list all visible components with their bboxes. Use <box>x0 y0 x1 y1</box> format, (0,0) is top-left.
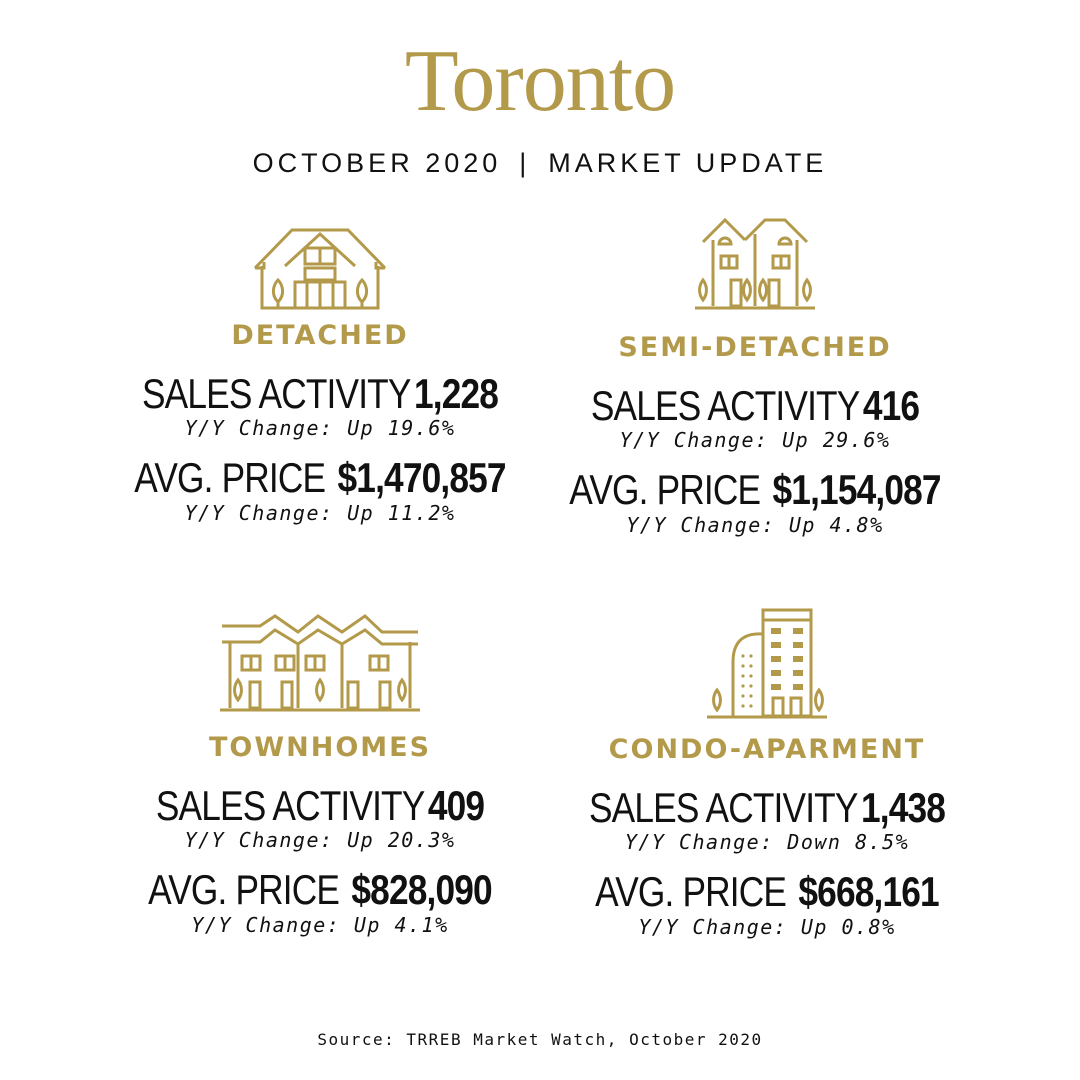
avg-price-label: AVG. PRICE <box>134 454 326 502</box>
avg-price-label: AVG. PRICE <box>569 466 761 514</box>
sales-change: Y/Y Change: Down 8.5% <box>624 830 910 855</box>
category-title: TOWNHOMES <box>208 732 432 763</box>
sales-activity-label: SALES ACTIVITY <box>155 782 425 830</box>
townhomes-icon <box>220 614 420 712</box>
sales-change: Y/Y Change: Up 20.3% <box>184 828 456 853</box>
subtitle-date: OCTOBER 2020 <box>252 148 502 178</box>
subtitle-separator: | <box>519 148 531 178</box>
detached-house-icon <box>253 228 387 310</box>
category-condo-apartment: CONDO-APARMENT SALES ACTIVITY1,438 Y/Y C… <box>497 606 1037 939</box>
sales-activity-label: SALES ACTIVITY <box>588 784 858 832</box>
sales-change: Y/Y Change: Up 19.6% <box>184 416 456 441</box>
avg-price: AVG. PRICE $668,161 <box>540 870 994 914</box>
price-change: Y/Y Change: Up 4.8% <box>626 512 884 537</box>
avg-price: AVG. PRICE $1,470,857 <box>93 456 547 500</box>
avg-price: AVG. PRICE $1,154,087 <box>528 468 982 512</box>
sales-activity-label: SALES ACTIVITY <box>590 382 860 430</box>
category-title: SEMI-DETACHED <box>618 332 892 363</box>
sales-activity-value: 416 <box>862 382 920 430</box>
avg-price-value: $1,470,857 <box>337 454 507 502</box>
source-note: Source: TRREB Market Watch, October 2020 <box>317 1030 763 1049</box>
price-change: Y/Y Change: Up 0.8% <box>638 914 896 939</box>
avg-price-label: AVG. PRICE <box>148 866 340 914</box>
price-change: Y/Y Change: Up 11.2% <box>184 500 456 525</box>
category-title: CONDO-APARMENT <box>608 734 926 765</box>
sales-activity-value: 409 <box>427 782 485 830</box>
avg-price-label: AVG. PRICE <box>595 868 787 916</box>
price-change: Y/Y Change: Up 4.1% <box>191 912 449 937</box>
avg-price-value: $668,161 <box>798 868 939 916</box>
sales-activity: SALES ACTIVITY1,228 <box>93 372 547 416</box>
sales-activity: SALES ACTIVITY1,438 <box>540 786 994 830</box>
category-semi-detached: SEMI-DETACHED SALES ACTIVITY416 Y/Y Chan… <box>485 214 1025 537</box>
avg-price: AVG. PRICE $828,090 <box>93 868 547 912</box>
sales-change: Y/Y Change: Up 29.6% <box>619 428 891 453</box>
avg-price-value: $1,154,087 <box>772 466 942 514</box>
subtitle-label: MARKET UPDATE <box>548 148 828 178</box>
avg-price-value: $828,090 <box>351 866 492 914</box>
page-subtitle: OCTOBER 2020 | MARKET UPDATE <box>0 148 1080 179</box>
sales-activity: SALES ACTIVITY409 <box>93 784 547 828</box>
category-detached: DETACHED SALES ACTIVITY1,228 Y/Y Change:… <box>50 222 590 525</box>
category-title: DETACHED <box>231 320 409 351</box>
sales-activity: SALES ACTIVITY416 <box>528 384 982 428</box>
semi-detached-house-icon <box>695 217 815 310</box>
sales-activity-value: 1,438 <box>860 784 946 832</box>
page-title: Toronto <box>404 33 676 130</box>
sales-activity-label: SALES ACTIVITY <box>141 370 411 418</box>
category-townhomes: TOWNHOMES SALES ACTIVITY409 Y/Y Change: … <box>50 614 590 937</box>
sales-activity-value: 1,228 <box>413 370 499 418</box>
condo-building-icon <box>707 608 827 719</box>
